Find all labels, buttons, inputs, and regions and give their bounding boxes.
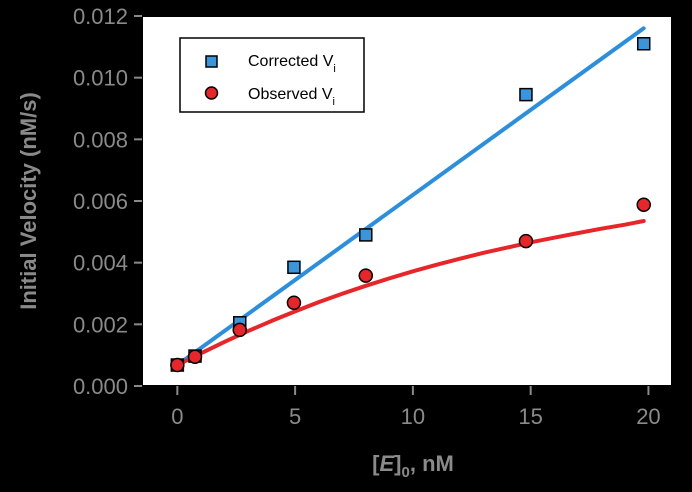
y-axis-title: Initial Velocity (nM/s) [16, 92, 41, 310]
y-tick-label: 0.012 [73, 4, 128, 29]
corrected-fit-line [175, 26, 646, 367]
x-tick-label: 10 [401, 404, 425, 429]
corrected-data-point [287, 260, 301, 275]
observed-fit-line [175, 219, 646, 367]
corrected-data-point [359, 228, 373, 242]
y-tick-label: 0.010 [73, 66, 128, 91]
observed-data-point [518, 233, 534, 249]
y-tick-label: 0.000 [73, 374, 128, 399]
observed-data-point [636, 197, 651, 212]
legend: Corrected Vi Observed Vi [179, 37, 365, 113]
x-tick-label: 15 [518, 404, 542, 429]
legend-marker-circle [204, 86, 219, 100]
legend-label-corrected: Corrected Vi [248, 53, 336, 75]
x-tick-label: 5 [289, 404, 301, 429]
y-tick-label: 0.006 [73, 189, 128, 214]
observed-data-point [187, 349, 203, 364]
observed-data-point [358, 268, 374, 283]
x-tick-label: 0 [171, 404, 183, 429]
y-tick-label: 0.002 [73, 312, 128, 337]
y-tick-label: 0.004 [73, 251, 128, 276]
observed-data-point [286, 295, 302, 310]
y-tick-label: 0.008 [73, 127, 128, 152]
corrected-data-point [519, 87, 533, 102]
legend-label-observed-subscript: i [332, 96, 334, 108]
x-tick-label: 20 [636, 404, 660, 429]
legend-label-corrected-subscript: i [333, 63, 335, 75]
legend-label-observed: Observed Vi [248, 86, 335, 108]
legend-marker-square [205, 55, 218, 68]
observed-data-point [232, 322, 248, 338]
observed-data-point [170, 357, 185, 373]
x-axis-title: [E]0, nM [372, 451, 454, 481]
corrected-data-point [636, 37, 651, 51]
